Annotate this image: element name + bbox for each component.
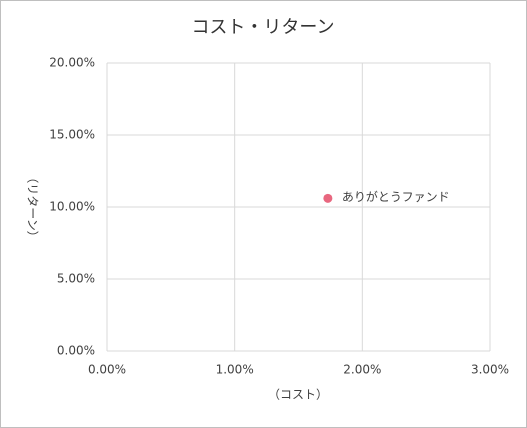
y-tick-label: 20.00% [49,56,95,70]
y-tick-label: 5.00% [57,272,95,286]
x-tick-label: 0.00% [88,363,126,377]
point [323,193,333,203]
point-label: ありがとうファンド [342,189,450,204]
chart-title: コスト・リターン [191,17,334,38]
y-tick-label: 0.00% [57,344,95,358]
y-axis-label: （リターン） [26,171,40,242]
y-tick-label: 10.00% [49,200,95,214]
x-tick-label: 1.00% [216,363,254,377]
x-tick-label: 3.00% [471,363,509,377]
x-axis-label: （コスト） [268,388,328,402]
y-tick-label: 15.00% [49,128,95,142]
x-tick-label: 2.00% [343,363,381,377]
